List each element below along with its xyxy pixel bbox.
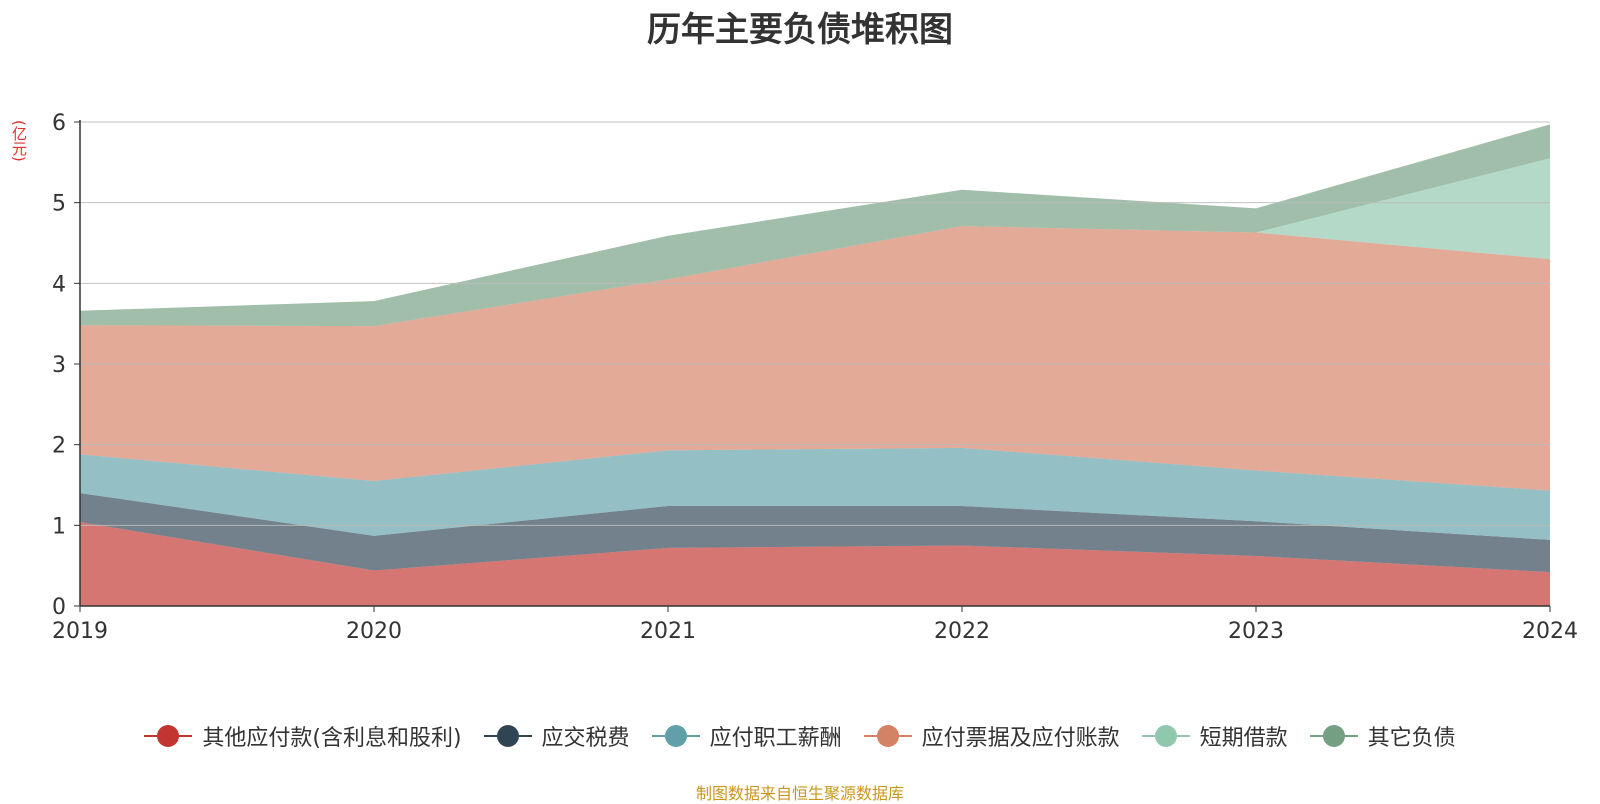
x-tick-label: 2024 <box>1522 619 1578 644</box>
chart-legend: 其他应付款(含利息和股利) 应交税费 应付职工薪酬 应付票据及应付账款 短期借款 其它负债 <box>0 720 1600 752</box>
y-tick-label: 0 <box>52 595 66 620</box>
area-series-5 <box>80 124 1550 327</box>
x-tick-label: 2019 <box>52 619 108 644</box>
legend-marker-icon <box>1309 724 1358 748</box>
legend-marker-icon <box>1141 724 1190 748</box>
legend-label: 应付职工薪酬 <box>709 726 842 751</box>
legend-label: 应交税费 <box>541 726 630 751</box>
legend-label: 短期借款 <box>1199 726 1288 751</box>
legend-marker-icon <box>651 724 700 748</box>
y-tick-label: 1 <box>52 514 66 539</box>
y-axis-unit: (亿元) <box>10 120 28 162</box>
stacked-area-chart: 0 1 2 3 4 5 6 2019 2020 2021 2022 2023 2024 <box>52 111 1578 644</box>
legend-label: 其他应付款(含利息和股利) <box>202 726 462 751</box>
legend-item[interactable]: 其它负债 <box>1309 720 1456 752</box>
x-tick-label: 2021 <box>640 619 696 644</box>
area-series-1 <box>80 493 1550 573</box>
legend-marker-icon <box>483 724 532 748</box>
legend-marker-icon <box>863 724 912 748</box>
legend-item[interactable]: 应付职工薪酬 <box>651 720 842 752</box>
area-series-2 <box>80 447 1550 540</box>
data-source-note: 制图数据来自恒生聚源数据库 <box>695 784 904 803</box>
area-series-0 <box>80 522 1550 606</box>
legend-item[interactable]: 短期借款 <box>1141 720 1288 752</box>
x-tick-label: 2020 <box>346 619 402 644</box>
x-tick-label: 2022 <box>934 619 990 644</box>
legend-item[interactable]: 应交税费 <box>483 720 630 752</box>
y-tick-label: 6 <box>52 111 66 136</box>
area-series-3 <box>80 226 1550 491</box>
y-tick-label: 3 <box>52 353 66 378</box>
y-tick-label: 4 <box>52 272 66 297</box>
x-tick-label: 2023 <box>1228 619 1284 644</box>
chart-title: 历年主要负债堆积图 <box>647 10 953 50</box>
y-tick-label: 2 <box>52 434 66 459</box>
legend-marker-icon <box>144 724 193 748</box>
legend-label: 应付票据及应付账款 <box>921 726 1120 751</box>
legend-label: 其它负债 <box>1367 726 1456 751</box>
y-tick-label: 5 <box>52 192 66 217</box>
legend-item[interactable]: 其他应付款(含利息和股利) <box>144 720 462 752</box>
legend-item[interactable]: 应付票据及应付账款 <box>863 720 1120 752</box>
